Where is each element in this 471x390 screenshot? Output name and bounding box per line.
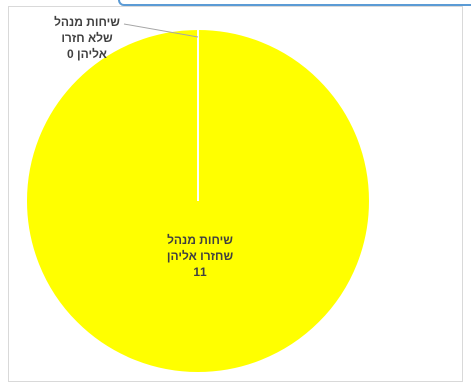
header-accent-line [118, 0, 471, 6]
data-labels: שיחות מנהל שחזרו אליהן 11 שיחות מנהל שלא חזר… [54, 15, 233, 279]
chart-area: שיחות מנהל שחזרו אליהן 11 שיחות מנהל שלא חזר… [8, 6, 463, 382]
data-label-slice-0: שיחות מנהל שחזרו אליהן 11 [167, 233, 234, 279]
data-label-slice-1: שיחות מנהל שלא חזרו אליהן 0 [54, 15, 120, 61]
leader-line-slice-1 [123, 23, 199, 38]
pie-chart: שיחות מנהל שחזרו אליהן 11 שיחות מנהל שלא חזר… [25, 15, 371, 374]
leader-lines [123, 23, 199, 38]
data-label-slice-0-value: 11 [193, 265, 207, 279]
pie-slices [25, 28, 371, 374]
